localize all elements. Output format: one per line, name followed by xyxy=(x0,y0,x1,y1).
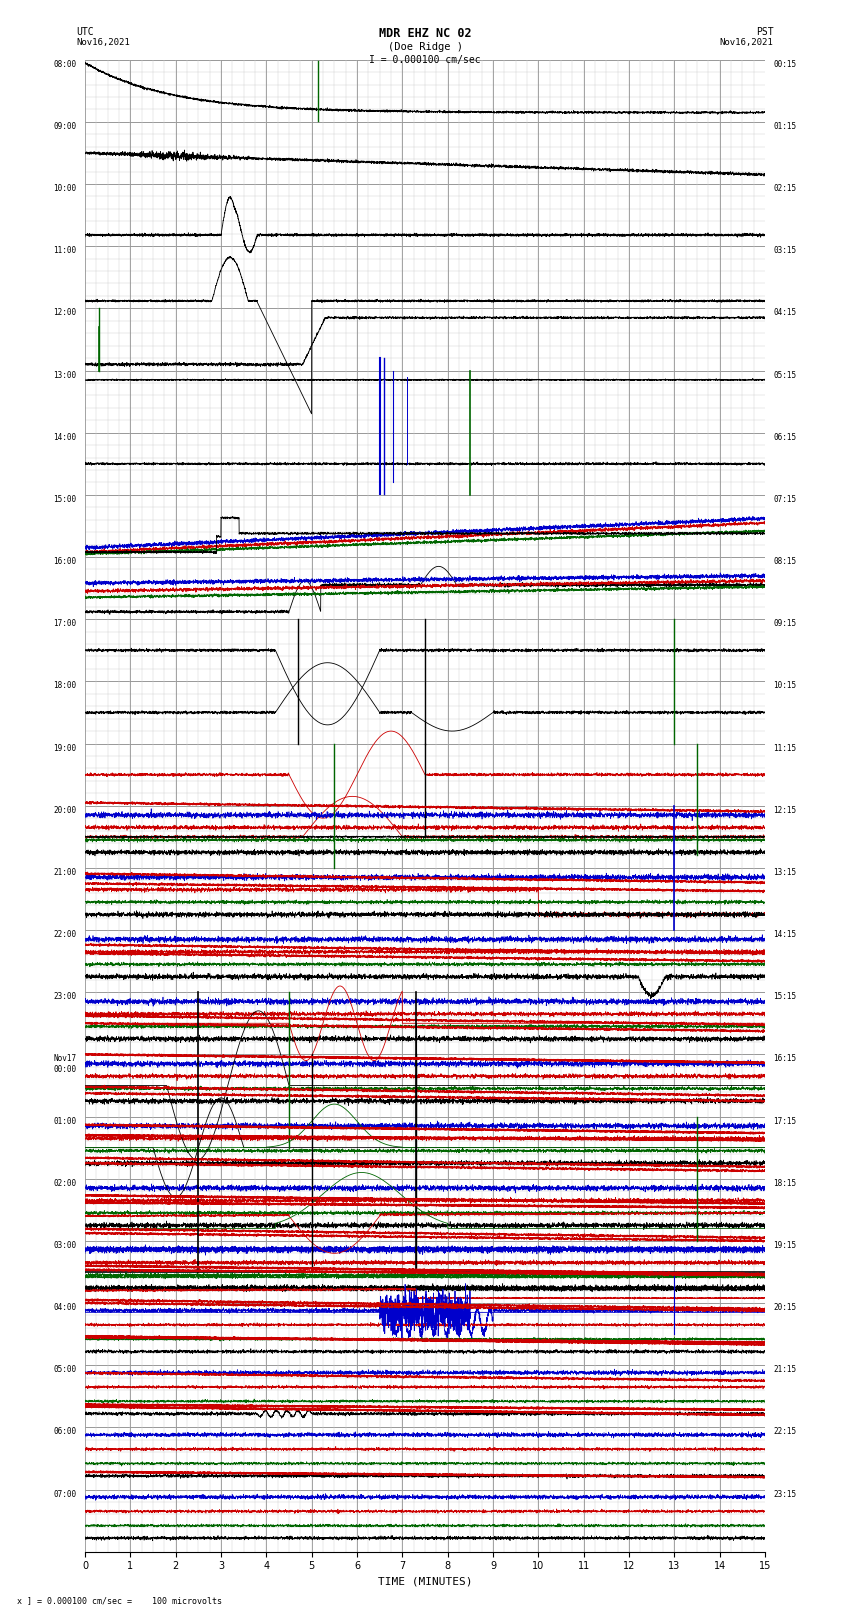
Text: 01:00: 01:00 xyxy=(54,1116,76,1126)
Text: 04:00: 04:00 xyxy=(54,1303,76,1311)
Text: 06:15: 06:15 xyxy=(774,432,796,442)
Text: 09:15: 09:15 xyxy=(774,619,796,627)
Text: 14:00: 14:00 xyxy=(54,432,76,442)
Text: UTC: UTC xyxy=(76,27,94,37)
Text: 16:00: 16:00 xyxy=(54,556,76,566)
Text: x ] = 0.000100 cm/sec =    100 microvolts: x ] = 0.000100 cm/sec = 100 microvolts xyxy=(17,1595,222,1605)
Text: 09:00: 09:00 xyxy=(54,123,76,131)
Text: 17:00: 17:00 xyxy=(54,619,76,627)
Text: 02:15: 02:15 xyxy=(774,184,796,194)
Text: 21:00: 21:00 xyxy=(54,868,76,877)
Text: Nov17
00:00: Nov17 00:00 xyxy=(54,1055,76,1074)
Text: 05:15: 05:15 xyxy=(774,371,796,379)
Text: 23:15: 23:15 xyxy=(774,1489,796,1498)
Text: 07:15: 07:15 xyxy=(774,495,796,503)
Text: 08:15: 08:15 xyxy=(774,556,796,566)
Text: 14:15: 14:15 xyxy=(774,931,796,939)
Text: 15:00: 15:00 xyxy=(54,495,76,503)
Text: 07:00: 07:00 xyxy=(54,1489,76,1498)
Text: PST: PST xyxy=(756,27,774,37)
Text: 22:00: 22:00 xyxy=(54,931,76,939)
Text: 01:15: 01:15 xyxy=(774,123,796,131)
Text: (Doe Ridge ): (Doe Ridge ) xyxy=(388,42,462,52)
Text: 02:00: 02:00 xyxy=(54,1179,76,1187)
Text: 00:15: 00:15 xyxy=(774,60,796,69)
Text: 03:15: 03:15 xyxy=(774,247,796,255)
Text: 19:15: 19:15 xyxy=(774,1240,796,1250)
Text: 05:00: 05:00 xyxy=(54,1365,76,1374)
Text: 10:15: 10:15 xyxy=(774,681,796,690)
Text: 06:00: 06:00 xyxy=(54,1428,76,1436)
Text: 08:00: 08:00 xyxy=(54,60,76,69)
Text: 20:00: 20:00 xyxy=(54,806,76,815)
Text: 12:15: 12:15 xyxy=(774,806,796,815)
Text: 13:15: 13:15 xyxy=(774,868,796,877)
Text: 17:15: 17:15 xyxy=(774,1116,796,1126)
Text: MDR EHZ NC 02: MDR EHZ NC 02 xyxy=(379,26,471,39)
Text: 18:00: 18:00 xyxy=(54,681,76,690)
Text: 11:15: 11:15 xyxy=(774,744,796,753)
Text: 15:15: 15:15 xyxy=(774,992,796,1002)
Text: 16:15: 16:15 xyxy=(774,1055,796,1063)
Text: 22:15: 22:15 xyxy=(774,1428,796,1436)
Text: 19:00: 19:00 xyxy=(54,744,76,753)
Text: Nov16,2021: Nov16,2021 xyxy=(720,37,774,47)
Text: Nov16,2021: Nov16,2021 xyxy=(76,37,130,47)
Text: 18:15: 18:15 xyxy=(774,1179,796,1187)
Text: 20:15: 20:15 xyxy=(774,1303,796,1311)
Text: 10:00: 10:00 xyxy=(54,184,76,194)
Text: 21:15: 21:15 xyxy=(774,1365,796,1374)
Text: I = 0.000100 cm/sec: I = 0.000100 cm/sec xyxy=(369,55,481,65)
Text: 13:00: 13:00 xyxy=(54,371,76,379)
Text: 04:15: 04:15 xyxy=(774,308,796,318)
Text: 03:00: 03:00 xyxy=(54,1240,76,1250)
Text: 23:00: 23:00 xyxy=(54,992,76,1002)
X-axis label: TIME (MINUTES): TIME (MINUTES) xyxy=(377,1578,473,1587)
Text: 11:00: 11:00 xyxy=(54,247,76,255)
Text: 12:00: 12:00 xyxy=(54,308,76,318)
